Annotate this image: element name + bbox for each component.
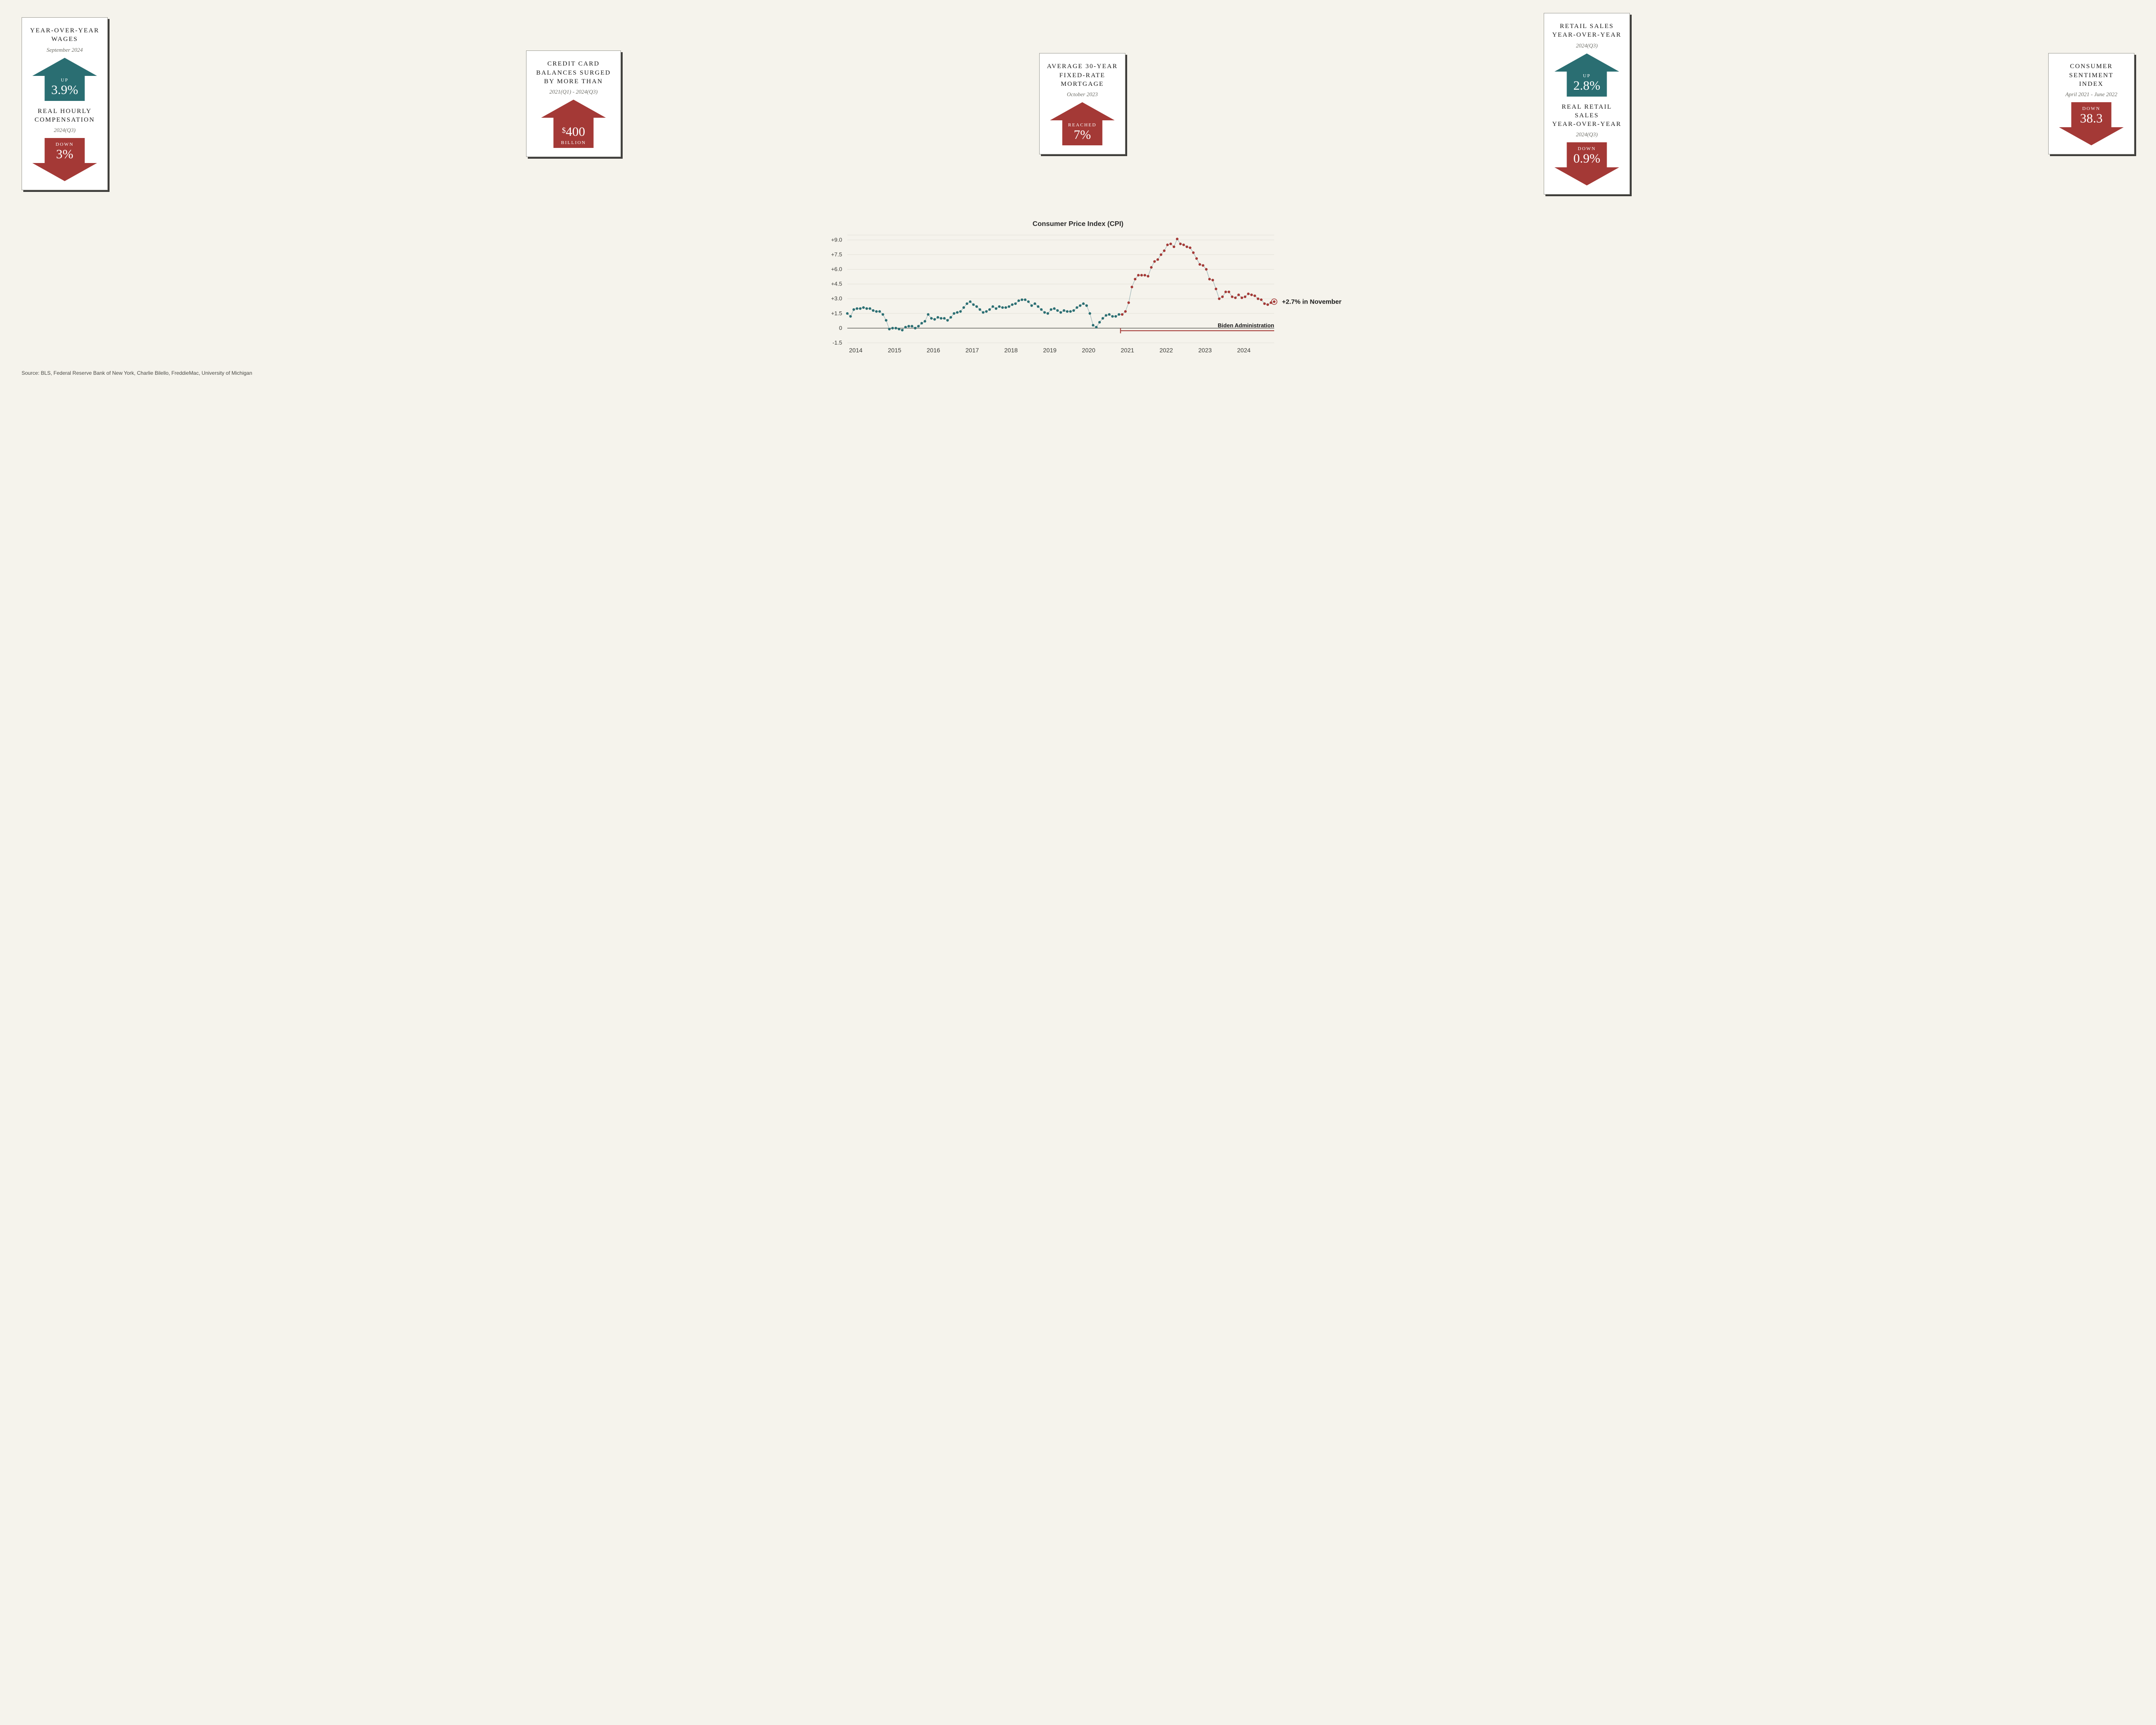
card-subtitle: October 2023	[1067, 91, 1098, 98]
svg-text:Biden Administration: Biden Administration	[1218, 322, 1274, 329]
metric-card: AVERAGE 30-YEAR FIXED-RATE MORTGAGE Octob…	[1039, 53, 1125, 154]
svg-text:2020: 2020	[1082, 347, 1095, 354]
svg-text:2019: 2019	[1043, 347, 1056, 354]
svg-text:-1.5: -1.5	[833, 339, 842, 346]
svg-text:0: 0	[839, 325, 842, 331]
svg-text:+1.5: +1.5	[831, 310, 842, 317]
card-title: RETAIL SALES YEAR-OVER-YEAR	[1552, 22, 1622, 40]
svg-text:2017: 2017	[965, 347, 979, 354]
card-subtitle: 2024(Q3)	[1576, 42, 1598, 49]
svg-text:2021: 2021	[1121, 347, 1134, 354]
chart-title: Consumer Price Index (CPI)	[808, 220, 1348, 228]
svg-text:2014: 2014	[849, 347, 862, 354]
cards-row: YEAR-OVER-YEAR WAGES September 2024 UP3.9%…	[22, 13, 2134, 194]
down-arrow-icon: DOWN0.9%	[1554, 142, 1619, 185]
svg-text:2016: 2016	[927, 347, 940, 354]
card-title: REAL HOURLY COMPENSATION	[34, 107, 95, 125]
svg-text:2022: 2022	[1159, 347, 1173, 354]
svg-text:+6.0: +6.0	[831, 266, 842, 273]
svg-text:+3.0: +3.0	[831, 295, 842, 302]
card-title: AVERAGE 30-YEAR FIXED-RATE MORTGAGE	[1047, 62, 1118, 88]
metric-card: CREDIT CARD BALANCES SURGED BY MORE THAN…	[526, 50, 621, 157]
card-title: REAL RETAIL SALES YEAR-OVER-YEAR	[1551, 103, 1623, 129]
metric-card: RETAIL SALES YEAR-OVER-YEAR 2024(Q3) UP2.8…	[1544, 13, 1630, 194]
metric-card: YEAR-OVER-YEAR WAGES September 2024 UP3.9%…	[22, 17, 108, 190]
cpi-chart: Consumer Price Index (CPI) -1.5 0 +1.5 +3.0…	[808, 220, 1348, 362]
metric-card: CONSUMER SENTIMENT INDEX April 2021 - Jun…	[2048, 53, 2134, 154]
up-arrow-icon: UP2.8%	[1554, 53, 1619, 97]
card-subtitle: 2024(Q3)	[1576, 131, 1598, 138]
source-line: Source: BLS, Federal Reserve Bank of New…	[22, 370, 2134, 376]
svg-text:+7.5: +7.5	[831, 251, 842, 258]
up-arrow-icon: $400BILLION	[541, 100, 606, 148]
card-title: CONSUMER SENTIMENT INDEX	[2069, 62, 2114, 88]
svg-text:2018: 2018	[1004, 347, 1018, 354]
down-arrow-icon: DOWN3%	[32, 138, 97, 181]
card-title: CREDIT CARD BALANCES SURGED BY MORE THAN	[536, 60, 611, 86]
card-title: YEAR-OVER-YEAR WAGES	[30, 26, 100, 44]
up-arrow-icon: REACHED7%	[1050, 102, 1115, 145]
svg-text:+4.5: +4.5	[831, 281, 842, 287]
card-subtitle: September 2024	[47, 47, 83, 53]
card-subtitle: 2021(Q1) - 2024(Q3)	[549, 88, 598, 95]
card-subtitle: 2024(Q3)	[54, 127, 76, 134]
up-arrow-icon: UP3.9%	[32, 58, 97, 101]
chart-svg: -1.5 0 +1.5 +3.0 +4.5 +6.0 +7.5 +9.0 2014 2015 201…	[808, 231, 1348, 360]
svg-text:2024: 2024	[1237, 347, 1250, 354]
card-subtitle: April 2021 - June 2022	[2065, 91, 2118, 98]
svg-text:+9.0: +9.0	[831, 237, 842, 243]
svg-text:2015: 2015	[888, 347, 901, 354]
svg-text:2023: 2023	[1198, 347, 1212, 354]
svg-text:+2.7% in November: +2.7% in November	[1282, 298, 1341, 306]
down-arrow-icon: DOWN38.3	[2059, 102, 2124, 145]
